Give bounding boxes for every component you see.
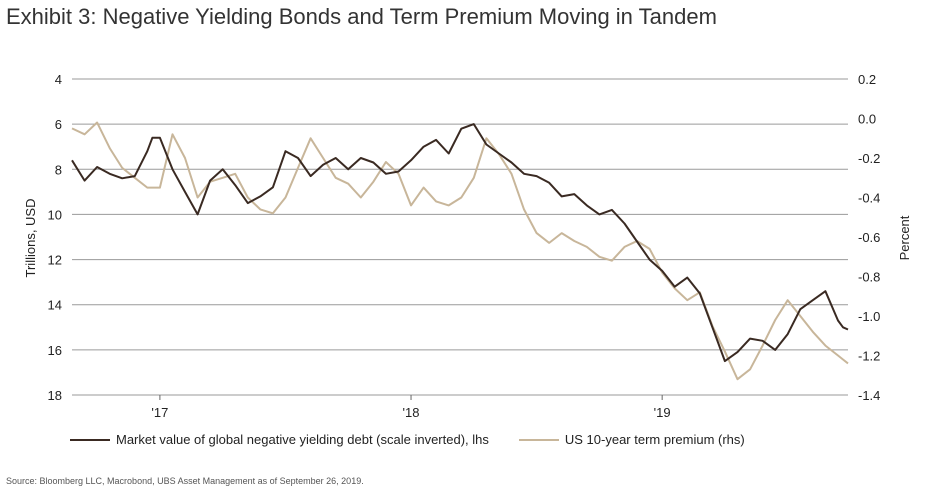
left-axis-ticks: 4 6 8 10 12 14 16 18 bbox=[48, 72, 62, 403]
right-tick-label: -0.8 bbox=[858, 270, 880, 285]
right-tick-label: -1.4 bbox=[858, 388, 880, 403]
left-tick-label: 6 bbox=[55, 117, 62, 132]
right-axis-ticks: 0.2 0.0 -0.2 -0.4 -0.6 -0.8 -1.0 -1.2 -1.4 bbox=[858, 72, 880, 403]
left-tick-label: 12 bbox=[48, 253, 62, 268]
right-axis-label: Percent bbox=[897, 215, 912, 260]
right-tick-label: -1.0 bbox=[858, 309, 880, 324]
right-tick-label: -0.4 bbox=[858, 191, 880, 206]
legend-label-debt: Market value of global negative yielding… bbox=[116, 432, 489, 447]
x-tick-label: '18 bbox=[403, 405, 420, 420]
left-tick-label: 10 bbox=[48, 207, 62, 222]
source-note: Source: Bloomberg LLC, Macrobond, UBS As… bbox=[6, 476, 364, 486]
legend: Market value of global negative yielding… bbox=[70, 432, 745, 447]
x-tick-label: '19 bbox=[654, 405, 671, 420]
left-axis-label: Trillions, USD bbox=[23, 199, 38, 278]
x-axis-ticks: '17 '18 '19 bbox=[151, 395, 671, 420]
right-tick-label: 0.2 bbox=[858, 72, 876, 87]
x-tick-label: '17 bbox=[151, 405, 168, 420]
series-lines bbox=[71, 121, 849, 381]
left-tick-label: 16 bbox=[48, 343, 62, 358]
legend-label-premium: US 10-year term premium (rhs) bbox=[564, 432, 745, 447]
series-line-term-premium bbox=[71, 121, 849, 381]
left-tick-label: 14 bbox=[48, 298, 62, 313]
legend-swatch-debt bbox=[70, 438, 110, 441]
left-tick-label: 8 bbox=[55, 162, 62, 177]
right-tick-label: -0.2 bbox=[858, 151, 880, 166]
legend-swatch-premium bbox=[518, 438, 559, 441]
right-tick-label: 0.0 bbox=[858, 112, 876, 127]
right-tick-label: -0.6 bbox=[858, 230, 880, 245]
gridlines bbox=[72, 78, 848, 396]
right-tick-label: -1.2 bbox=[858, 349, 880, 364]
series-line-negative-yielding-debt bbox=[71, 123, 849, 363]
left-tick-label: 18 bbox=[48, 388, 62, 403]
left-tick-label: 4 bbox=[55, 72, 62, 87]
chart-title: Exhibit 3: Negative Yielding Bonds and T… bbox=[6, 4, 717, 29]
